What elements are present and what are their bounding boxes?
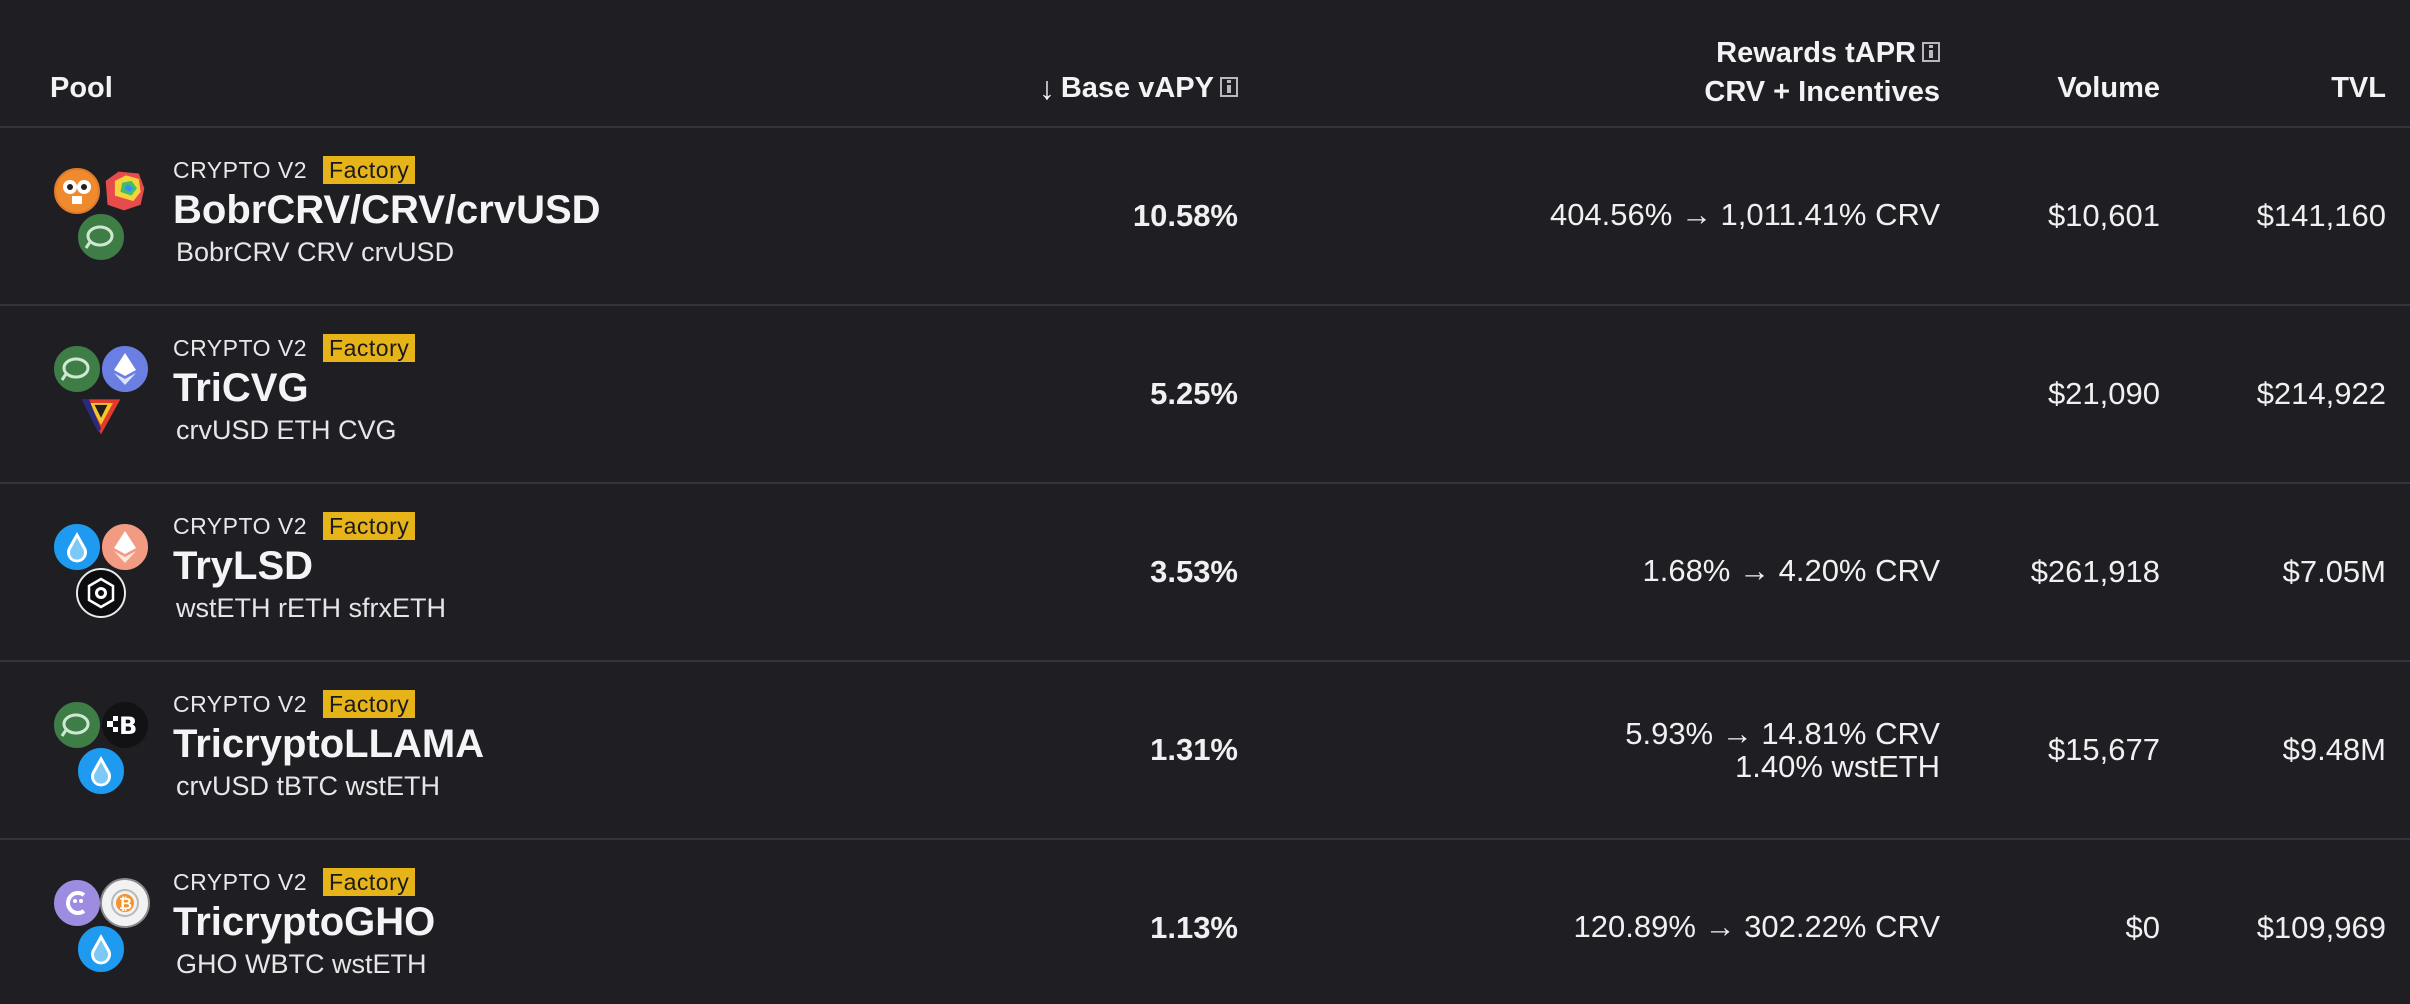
pool-token-icons xyxy=(50,522,154,626)
rewards-line: 1.68% → 4.20% CRV xyxy=(1642,553,1940,588)
factory-badge: Factory xyxy=(323,690,416,718)
sfrxeth-icon xyxy=(76,568,126,618)
table-row[interactable]: CRYPTO V2 Factory TriCVG crvUSD ETH CVG 5… xyxy=(0,306,2410,484)
crvusd-icon xyxy=(52,344,102,394)
volume-value: $21,090 xyxy=(2047,376,2160,411)
reth-icon xyxy=(100,522,150,572)
rewards-value: 5.93% → 14.81% CRV 1.40% wstETH xyxy=(1625,717,1940,783)
crvusd-icon xyxy=(52,700,102,750)
table-row[interactable]: CRYPTO V2 Factory BobrCRV/CRV/crvUSD Bobr… xyxy=(0,128,2410,306)
factory-badge: Factory xyxy=(323,334,416,362)
svg-text:B: B xyxy=(119,712,137,740)
rewards-line: 120.89% → 302.22% CRV xyxy=(1573,909,1941,944)
crvusd-icon xyxy=(76,212,126,262)
pool-name[interactable]: TricryptoLLAMA xyxy=(173,722,485,766)
pool-coins: crvUSD ETH CVG xyxy=(176,415,397,445)
wbtc-icon: ₿ xyxy=(100,878,150,928)
svg-text:₿: ₿ xyxy=(119,894,132,913)
factory-badge: Factory xyxy=(323,868,416,896)
pool-meta: CRYPTO V2 Factory TricryptoGHO GHO WBTC w… xyxy=(173,868,435,980)
base-vapy-value: 5.25% xyxy=(1150,376,1238,411)
pool-name[interactable]: TricryptoGHO xyxy=(173,900,436,944)
volume-value: $261,918 xyxy=(2030,554,2160,589)
pool-meta: CRYPTO V2 Factory TriCVG crvUSD ETH CVG xyxy=(173,334,416,446)
header-volume[interactable]: Volume xyxy=(2057,72,2160,104)
tvl-value: $141,160 xyxy=(2256,198,2386,233)
tvl-value: $109,969 xyxy=(2256,910,2386,945)
pool-kind: CRYPTO V2 xyxy=(173,868,308,895)
pool-token-icons: B xyxy=(50,700,154,804)
header-tvl[interactable]: TVL xyxy=(2331,72,2386,104)
tvl-value: $7.05M xyxy=(2282,554,2386,589)
sort-down-arrow-icon: ↓ xyxy=(1038,70,1055,106)
pool-meta: CRYPTO V2 Factory TryLSD wstETH rETH sfrx… xyxy=(173,512,446,624)
tvl-value: $214,922 xyxy=(2256,376,2386,411)
cvg-icon xyxy=(76,390,126,440)
volume-value: $10,601 xyxy=(2047,198,2160,233)
base-vapy-value: 1.13% xyxy=(1150,910,1238,945)
pool-coins: crvUSD tBTC wstETH xyxy=(176,771,441,801)
table-row[interactable]: B CRYPTO V2 Factory TricryptoLLAMA crvUSD… xyxy=(0,662,2410,840)
header-rewards-label: Rewards tAPR xyxy=(1716,37,1916,69)
gho-icon xyxy=(52,878,102,928)
eth-icon xyxy=(100,344,150,394)
tvl-value: $9.48M xyxy=(2282,732,2386,767)
pool-meta: CRYPTO V2 Factory BobrCRV/CRV/crvUSD Bobr… xyxy=(173,156,601,268)
header-rewards-sub: CRV + Incentives xyxy=(1704,76,1940,108)
pool-name[interactable]: TriCVG xyxy=(173,366,309,410)
wsteth-icon xyxy=(76,924,126,974)
header-pool[interactable]: Pool xyxy=(50,72,113,104)
pool-token-icons xyxy=(50,166,154,270)
table-row[interactable]: CRYPTO V2 Factory TryLSD wstETH rETH sfrx… xyxy=(0,484,2410,662)
rewards-value: 120.89% → 302.22% CRV xyxy=(1574,910,1941,943)
info-icon[interactable] xyxy=(1220,76,1238,97)
rewards-line: 5.93% → 14.81% CRV xyxy=(1625,716,1940,751)
crv-icon xyxy=(100,166,150,216)
header-base-vapy-label: Base vAPY xyxy=(1060,72,1214,104)
header-base-vapy[interactable]: ↓ Base vAPY xyxy=(1039,70,1238,107)
volume-value: $0 xyxy=(2125,910,2160,945)
rewards-line: 404.56% → 1,011.41% CRV xyxy=(1549,197,1940,232)
pool-token-icons xyxy=(50,344,154,448)
bobr-icon xyxy=(52,166,102,216)
info-icon[interactable] xyxy=(1922,41,1940,62)
rewards-value: 1.68% → 4.20% CRV xyxy=(1642,554,1940,587)
pool-kind: CRYPTO V2 xyxy=(173,334,308,361)
base-vapy-value: 1.31% xyxy=(1150,732,1238,767)
pool-meta: CRYPTO V2 Factory TricryptoLLAMA crvUSD t… xyxy=(173,690,484,802)
pool-coins: GHO WBTC wstETH xyxy=(176,949,427,979)
factory-badge: Factory xyxy=(323,512,416,540)
volume-value: $15,677 xyxy=(2047,732,2160,767)
table-header: Pool ↓ Base vAPY Rewards tAPR CRV + Ince… xyxy=(0,0,2410,128)
tbtc-icon: B xyxy=(100,700,150,750)
pool-coins: BobrCRV CRV crvUSD xyxy=(176,237,455,267)
factory-badge: Factory xyxy=(323,156,416,184)
pool-coins: wstETH rETH sfrxETH xyxy=(176,593,446,623)
pool-name[interactable]: TryLSD xyxy=(173,544,314,588)
pool-kind: CRYPTO V2 xyxy=(173,156,308,183)
wsteth-icon xyxy=(52,522,102,572)
base-vapy-value: 3.53% xyxy=(1150,554,1238,589)
rewards-value: 404.56% → 1,011.41% CRV xyxy=(1550,198,1940,231)
base-vapy-value: 10.58% xyxy=(1132,198,1238,233)
pool-token-icons: ₿ xyxy=(50,878,154,982)
header-rewards[interactable]: Rewards tAPR CRV + Incentives xyxy=(1704,34,1940,112)
pool-kind: CRYPTO V2 xyxy=(173,690,308,717)
wsteth-icon xyxy=(76,746,126,796)
pool-kind: CRYPTO V2 xyxy=(173,512,308,539)
table-row[interactable]: ₿ CRYPTO V2 Factory TricryptoGHO GHO WBTC… xyxy=(0,840,2410,1004)
rewards-line: 1.40% wstETH xyxy=(1734,749,1940,784)
pool-name[interactable]: BobrCRV/CRV/crvUSD xyxy=(173,188,601,232)
